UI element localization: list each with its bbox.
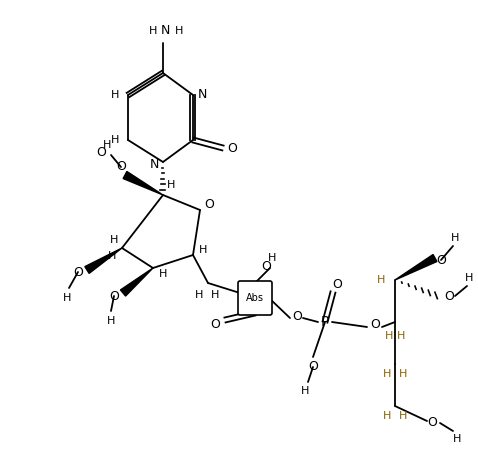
Text: H: H <box>399 369 407 379</box>
Text: H: H <box>199 245 207 255</box>
Text: O: O <box>109 290 119 303</box>
Text: O: O <box>96 147 106 160</box>
Text: O: O <box>370 318 380 331</box>
Text: H: H <box>111 135 119 145</box>
Text: H: H <box>111 90 119 100</box>
Text: O: O <box>242 285 252 298</box>
Text: H: H <box>385 331 393 341</box>
Text: N: N <box>197 88 206 101</box>
Text: H: H <box>383 369 391 379</box>
Text: H: H <box>107 316 115 326</box>
Text: H: H <box>399 411 407 421</box>
Text: H: H <box>175 26 183 36</box>
Text: H: H <box>103 140 111 150</box>
Polygon shape <box>120 268 153 296</box>
Text: N: N <box>160 24 170 37</box>
Text: H: H <box>383 411 391 421</box>
Text: O: O <box>308 360 318 373</box>
Text: H: H <box>397 331 405 341</box>
Text: H: H <box>211 290 219 300</box>
Text: O: O <box>73 266 83 279</box>
Text: O: O <box>332 277 342 290</box>
Polygon shape <box>123 171 163 195</box>
Text: H: H <box>108 251 116 261</box>
Text: H: H <box>268 253 276 263</box>
Text: O: O <box>210 318 220 331</box>
Text: O: O <box>436 253 446 267</box>
Text: O: O <box>444 290 454 303</box>
Text: H: H <box>195 290 203 300</box>
Text: H: H <box>149 26 157 36</box>
Text: O: O <box>227 142 237 155</box>
Text: H: H <box>377 275 385 285</box>
Text: O: O <box>116 161 126 174</box>
Text: H: H <box>465 273 473 283</box>
Text: H: H <box>167 180 175 190</box>
Polygon shape <box>85 248 122 273</box>
Text: H: H <box>110 235 118 245</box>
Text: H: H <box>453 434 461 444</box>
Text: O: O <box>427 417 437 429</box>
Text: H: H <box>301 386 309 396</box>
Polygon shape <box>395 254 437 280</box>
Text: H: H <box>159 269 167 279</box>
Text: O: O <box>292 309 302 322</box>
Text: Abs: Abs <box>246 293 264 303</box>
Text: P: P <box>321 315 329 329</box>
Text: O: O <box>204 198 214 212</box>
Text: O: O <box>261 259 271 272</box>
FancyBboxPatch shape <box>238 281 272 315</box>
Text: H: H <box>451 233 459 243</box>
Text: N: N <box>149 158 159 171</box>
Text: H: H <box>63 293 71 303</box>
